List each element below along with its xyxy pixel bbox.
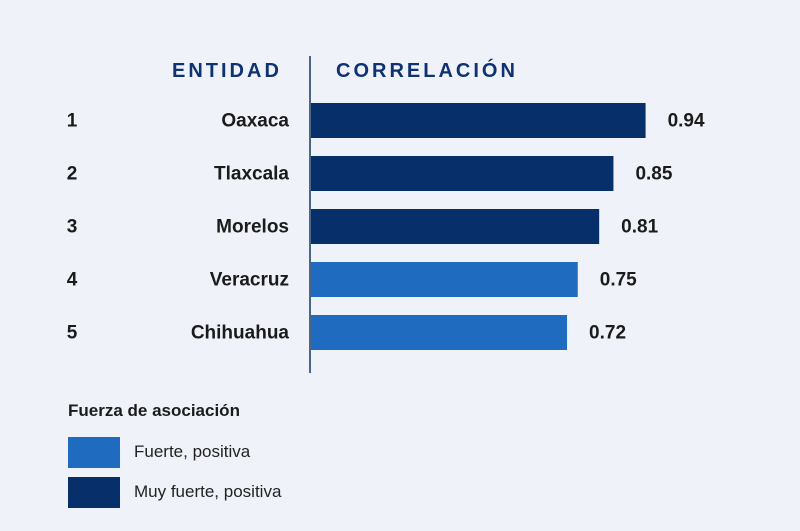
value-label: 0.75 [600, 270, 637, 291]
value-label: 0.72 [589, 323, 626, 344]
legend-label-very-strong: Muy fuerte, positiva [134, 482, 282, 501]
category-label: Chihuahua [191, 323, 290, 344]
bar-veracruz [310, 262, 578, 297]
rank-label: 1 [67, 111, 78, 132]
legend-label-strong: Fuerte, positiva [134, 442, 251, 461]
value-label: 0.81 [621, 217, 658, 238]
value-label: 0.94 [668, 111, 705, 132]
rank-label: 3 [67, 217, 78, 238]
bar-chihuahua [310, 315, 568, 350]
category-label: Veracruz [210, 270, 289, 291]
legend-title: Fuerza de asociación [68, 401, 240, 420]
rank-label: 4 [67, 270, 78, 291]
category-label: Oaxaca [221, 111, 289, 132]
value-label: 0.85 [635, 164, 672, 185]
correlation-column-header: CORRELACIÓN [336, 60, 518, 82]
category-label: Morelos [216, 217, 289, 238]
entity-column-header: ENTIDAD [172, 60, 282, 82]
rank-label: 5 [67, 323, 78, 344]
bar-tlaxcala [310, 156, 614, 191]
bar-oaxaca [310, 103, 646, 138]
bar-morelos [310, 209, 600, 244]
legend-swatch-very-strong [68, 477, 120, 508]
category-label: Tlaxcala [214, 164, 289, 185]
rank-label: 2 [67, 164, 78, 185]
legend-swatch-strong [68, 437, 120, 468]
